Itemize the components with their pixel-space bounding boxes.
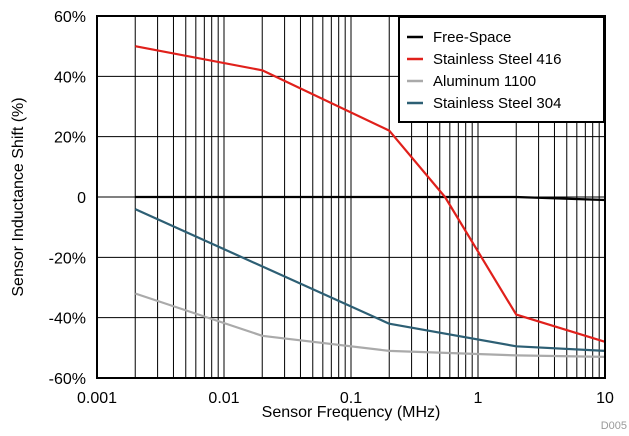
legend-box	[398, 16, 605, 123]
y-tick-label: -40%	[49, 311, 86, 328]
x-tick-label: 0.001	[77, 390, 117, 407]
y-tick-label: -20%	[49, 250, 86, 267]
x-tick-labels: 0.001 0.01 0.1 1 10	[77, 390, 614, 407]
y-tick-labels: -60% -40% -20% 0 20% 40% 60%	[49, 9, 86, 388]
x-tick-label: 0.01	[208, 390, 239, 407]
figure-code: D005	[601, 420, 627, 432]
x-axis-label: Sensor Frequency (MHz)	[262, 404, 441, 421]
series-line-free-space	[135, 195, 606, 202]
plot-frame	[96, 15, 606, 379]
legend-label: Free-Space	[433, 29, 511, 46]
series-line-stainless-steel-416	[134, 45, 606, 343]
series-lines	[134, 45, 606, 358]
legend-label: Stainless Steel 304	[433, 95, 561, 112]
x-tick-label: 1	[474, 390, 483, 407]
y-tick-label: -60%	[49, 371, 86, 388]
y-tick-label: 40%	[54, 69, 86, 86]
legend: Free-Space Stainless Steel 416 Aluminum 11…	[398, 16, 605, 123]
x-tick-label: 0.1	[340, 390, 362, 407]
legend-label: Aluminum 1100	[433, 73, 536, 90]
series-line-stainless-steel-304	[134, 208, 606, 352]
series-line-aluminum-1100	[134, 292, 606, 358]
y-tick-label: 20%	[54, 130, 86, 147]
legend-label: Stainless Steel 416	[433, 51, 561, 68]
x-tick-label: 10	[596, 390, 614, 407]
y-tick-label: 60%	[54, 9, 86, 26]
y-tick-label: 0	[77, 190, 86, 207]
y-axis-label: Sensor Inductance Shift (%)	[10, 97, 27, 296]
